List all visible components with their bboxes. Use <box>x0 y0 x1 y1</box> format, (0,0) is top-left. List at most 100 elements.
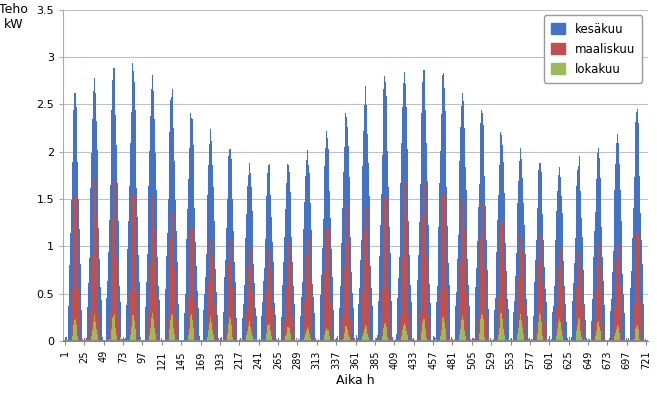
Bar <box>258 340 259 341</box>
Bar <box>266 334 267 341</box>
Bar <box>460 329 461 341</box>
Bar <box>502 320 503 341</box>
Bar <box>107 340 108 341</box>
Bar <box>619 261 620 341</box>
Bar <box>596 288 597 341</box>
Bar <box>220 340 221 341</box>
Bar <box>385 188 386 341</box>
Bar <box>598 147 599 341</box>
Bar <box>231 158 232 341</box>
Bar <box>268 325 269 341</box>
Bar <box>202 340 204 341</box>
Bar <box>476 268 477 341</box>
Bar <box>508 309 509 341</box>
Bar <box>619 164 620 341</box>
Bar <box>77 222 78 341</box>
Bar <box>421 255 422 341</box>
Bar <box>195 321 196 341</box>
Bar <box>300 316 301 341</box>
Bar <box>271 285 272 341</box>
Bar <box>521 145 522 341</box>
Bar <box>374 340 375 341</box>
Bar <box>266 196 267 341</box>
Bar <box>282 339 283 341</box>
Bar <box>358 305 359 341</box>
Bar <box>612 272 613 341</box>
Bar <box>155 334 156 341</box>
Bar <box>503 243 504 341</box>
Bar <box>111 253 112 341</box>
Bar <box>248 322 250 341</box>
Bar <box>440 336 441 341</box>
Bar <box>343 172 344 341</box>
Bar <box>174 268 175 341</box>
Bar <box>615 333 616 341</box>
Bar <box>133 70 134 341</box>
Bar <box>335 340 336 341</box>
Bar <box>121 340 122 341</box>
Bar <box>578 251 579 341</box>
Bar <box>567 338 568 341</box>
Bar <box>386 96 387 341</box>
Bar <box>440 291 441 341</box>
Bar <box>425 329 426 341</box>
Bar <box>285 308 286 341</box>
Bar <box>426 143 427 341</box>
Bar <box>565 340 566 341</box>
Bar <box>196 266 197 341</box>
Bar <box>273 340 275 341</box>
Bar <box>304 202 305 341</box>
Bar <box>64 340 65 341</box>
Bar <box>244 339 245 341</box>
Bar <box>192 320 193 341</box>
Bar <box>81 310 82 341</box>
Bar <box>106 298 107 341</box>
Bar <box>165 339 166 341</box>
Bar <box>420 144 421 341</box>
Bar <box>443 73 444 341</box>
Bar <box>138 255 139 341</box>
Bar <box>340 268 342 341</box>
Bar <box>615 285 616 341</box>
Bar <box>456 340 457 341</box>
Bar <box>184 313 185 341</box>
Bar <box>254 340 255 341</box>
Bar <box>289 172 290 341</box>
Bar <box>464 128 465 341</box>
Bar <box>370 340 371 341</box>
Bar <box>283 339 284 341</box>
Bar <box>447 314 448 341</box>
Bar <box>469 307 470 341</box>
Bar <box>597 323 598 341</box>
Bar <box>516 230 518 341</box>
Bar <box>529 338 530 341</box>
Bar <box>149 335 150 341</box>
Bar <box>363 263 364 341</box>
Bar <box>260 340 261 341</box>
Bar <box>375 338 376 341</box>
Bar <box>206 340 208 341</box>
Bar <box>221 339 222 341</box>
Bar <box>185 339 187 341</box>
Bar <box>212 165 213 341</box>
Bar <box>296 338 297 341</box>
Bar <box>298 340 299 341</box>
Bar <box>259 339 260 341</box>
Bar <box>143 340 144 341</box>
Bar <box>172 211 173 341</box>
Bar <box>306 331 307 341</box>
Bar <box>558 248 560 341</box>
Bar <box>414 340 415 341</box>
Bar <box>189 148 190 341</box>
Bar <box>406 331 407 341</box>
Bar <box>474 310 476 341</box>
Bar <box>214 305 215 341</box>
Bar <box>168 199 169 341</box>
Bar <box>156 316 157 341</box>
Bar <box>398 278 399 341</box>
Bar <box>641 240 642 341</box>
Bar <box>548 339 549 341</box>
Bar <box>111 329 112 341</box>
Bar <box>381 194 382 341</box>
Bar <box>158 286 159 341</box>
